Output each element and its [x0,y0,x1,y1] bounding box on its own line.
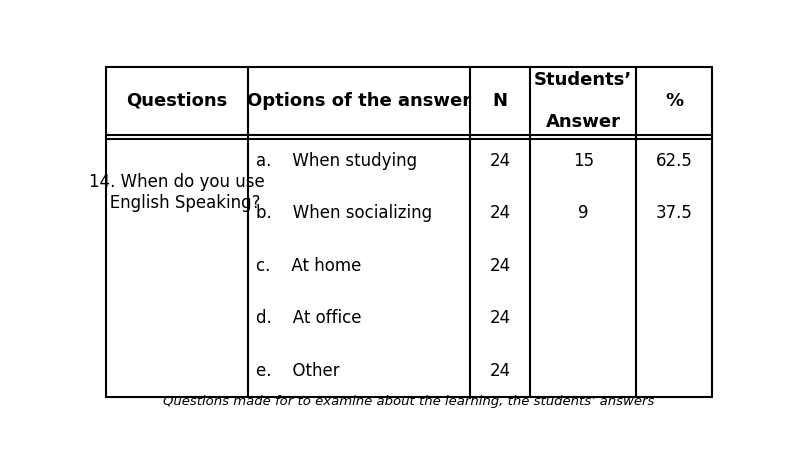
Text: b.    When socializing: b. When socializing [256,205,432,222]
Text: 24: 24 [489,152,511,170]
Text: 14. When do you use
   English Speaking?: 14. When do you use English Speaking? [89,173,265,212]
Text: Questions: Questions [127,92,227,110]
FancyBboxPatch shape [106,67,712,397]
Text: c.    At home: c. At home [256,257,361,275]
Text: Students’

Answer: Students’ Answer [534,71,632,130]
Text: 62.5: 62.5 [656,152,693,170]
Text: e.    Other: e. Other [256,362,339,380]
Text: 15: 15 [573,152,594,170]
Text: N: N [492,92,508,110]
Text: a.    When studying: a. When studying [256,152,417,170]
Text: d.    At office: d. At office [256,309,361,327]
Text: 24: 24 [489,362,511,380]
Text: Questions made for to examine about the learning, the students’ answers: Questions made for to examine about the … [164,395,654,408]
Text: 24: 24 [489,309,511,327]
Text: %: % [665,92,683,110]
Text: 9: 9 [578,205,588,222]
Text: 24: 24 [489,257,511,275]
Text: 24: 24 [489,205,511,222]
Text: 37.5: 37.5 [656,205,693,222]
Text: Options of the answer: Options of the answer [247,92,471,110]
